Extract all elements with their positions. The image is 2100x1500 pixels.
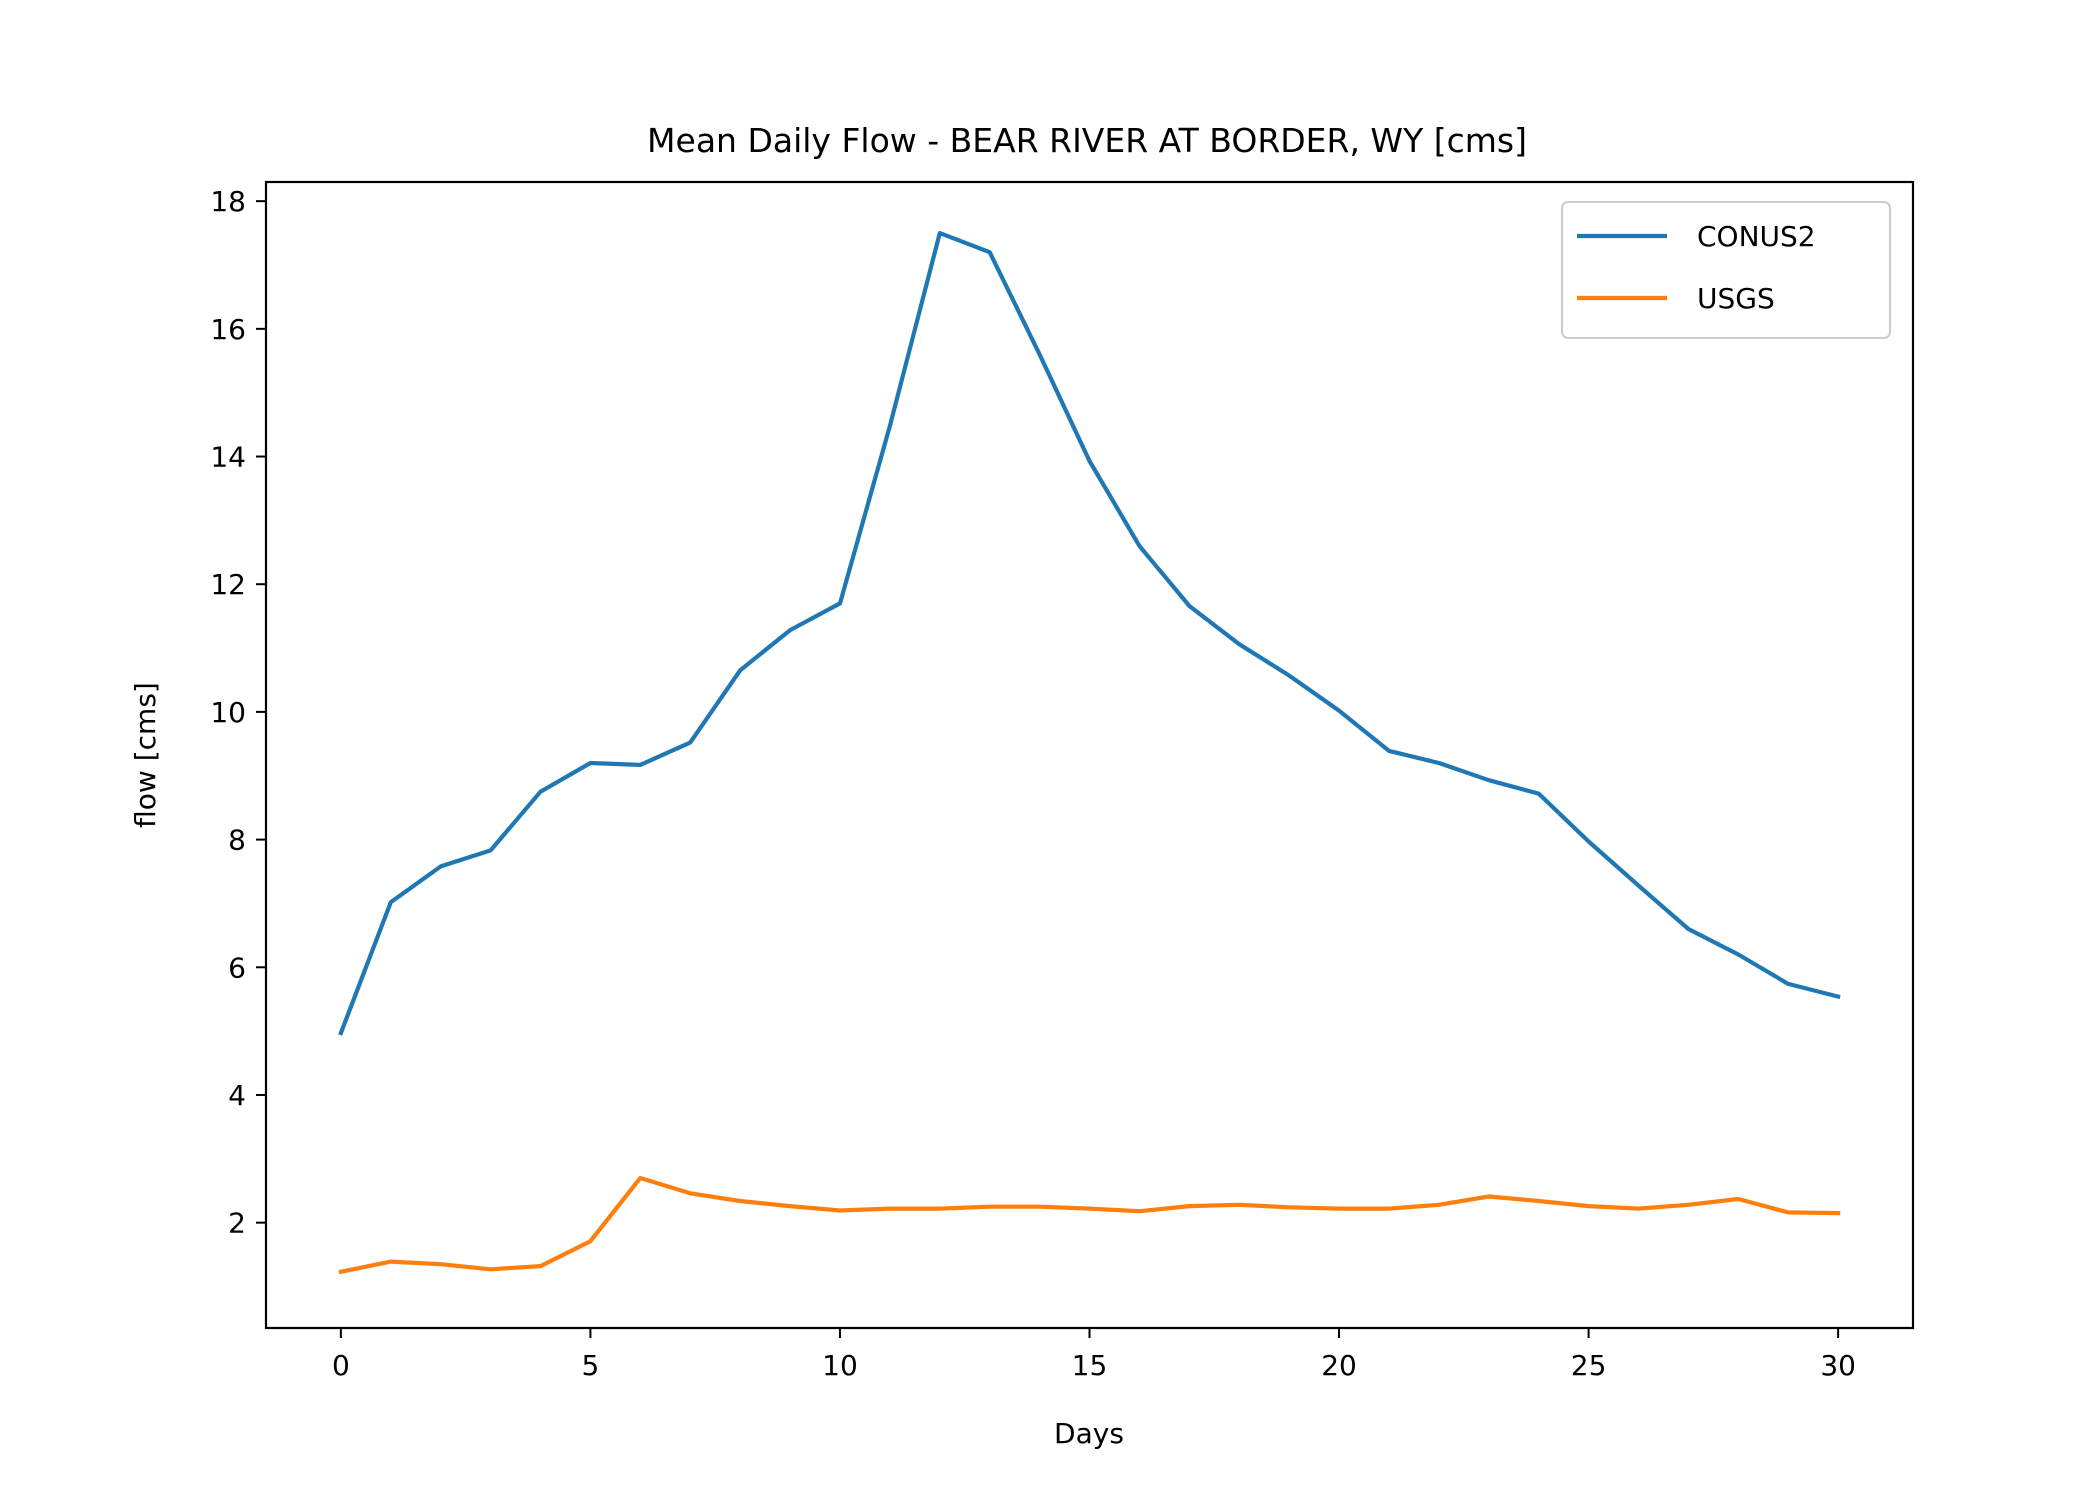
y-tick-label: 6 [228, 951, 246, 984]
x-tick-label: 15 [1072, 1349, 1108, 1382]
series-line-conus2 [338, 231, 1841, 1036]
y-tick-label: 10 [210, 696, 246, 729]
y-tick-label: 12 [210, 568, 246, 601]
legend-label-usgs: USGS [1697, 282, 1775, 315]
y-tick-label: 18 [210, 185, 246, 218]
series-line-usgs [338, 1175, 1841, 1275]
y-axis-ticks: 2 4 6 8 10 12 14 16 18 [210, 185, 266, 1240]
chart-title: Mean Daily Flow - BEAR RIVER AT BORDER, … [647, 121, 1527, 160]
y-axis-label: flow [cms] [129, 682, 162, 828]
y-tick-label: 14 [210, 441, 246, 474]
x-tick-label: 25 [1571, 1349, 1607, 1382]
y-tick-label: 2 [228, 1207, 246, 1240]
y-tick-label: 4 [228, 1079, 246, 1112]
x-tick-label: 30 [1820, 1349, 1856, 1382]
x-tick-label: 10 [822, 1349, 858, 1382]
plot-frame [264, 180, 1915, 1330]
y-tick-label: 16 [210, 313, 246, 346]
x-tick-label: 20 [1321, 1349, 1357, 1382]
y-tick-label: 8 [228, 824, 246, 857]
series-layer [338, 231, 1841, 1275]
x-axis-ticks: 0 5 10 15 20 25 30 [332, 1328, 1856, 1382]
x-axis-label: Days [1054, 1417, 1124, 1450]
legend-label-conus2: CONUS2 [1697, 220, 1816, 253]
legend: CONUS2 USGS [1561, 201, 1891, 339]
x-tick-label: 0 [332, 1349, 350, 1382]
x-tick-label: 5 [581, 1349, 599, 1382]
